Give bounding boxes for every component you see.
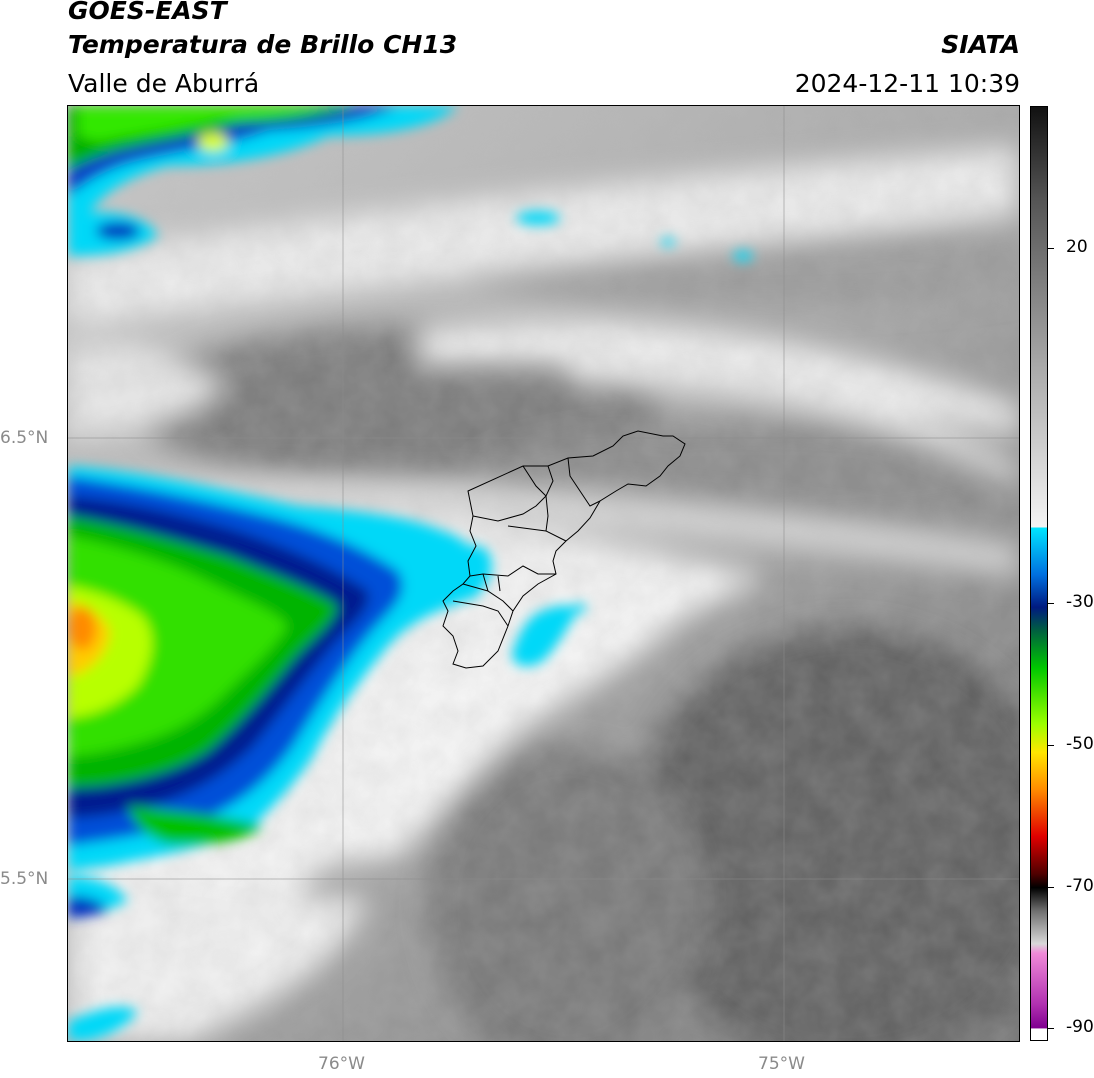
satellite-title: GOES-EAST [68,0,227,25]
timestamp-label: 2024-12-11 10:39 [794,69,1020,98]
colorbar-tick-label: -50 [1066,733,1094,754]
colorbar [1030,106,1048,1041]
colorbar-tick [1048,1027,1054,1029]
cold-cloud-tongue [512,605,578,667]
cold-cloud-core [68,606,96,650]
municipal-boundaries [442,430,686,669]
cold-cloud-west [68,536,288,756]
region-subtitle: Valle de Aburrá [68,69,260,98]
colorbar-tick [1048,886,1054,888]
colorbar-tick-label: 20 [1066,237,1088,258]
lon-tick-label: 75°W [758,1054,805,1074]
colorbar-tick-label: -30 [1066,592,1094,613]
colorbar-tick [1048,603,1054,605]
cold-cloud-sw [68,1006,138,1041]
agency-label: SIATA [941,30,1020,59]
cold-cloud-west [128,806,263,845]
brightness-temperature-map [68,106,1019,1041]
cold-cloud-nw [78,106,328,142]
lat-tick-label: 5.5°N [0,869,49,889]
product-title: Temperatura de Brillo CH13 [68,30,458,59]
colorbar-tick [1048,248,1054,250]
colorbar-tick [1048,744,1054,746]
colorbar-tick-label: -90 [1066,1016,1094,1037]
lat-tick-label: 6.5°N [0,428,49,448]
cold-cloud-core [198,133,228,151]
colorbar-tick-label: -70 [1066,875,1094,896]
lon-tick-label: 76°W [318,1054,365,1074]
